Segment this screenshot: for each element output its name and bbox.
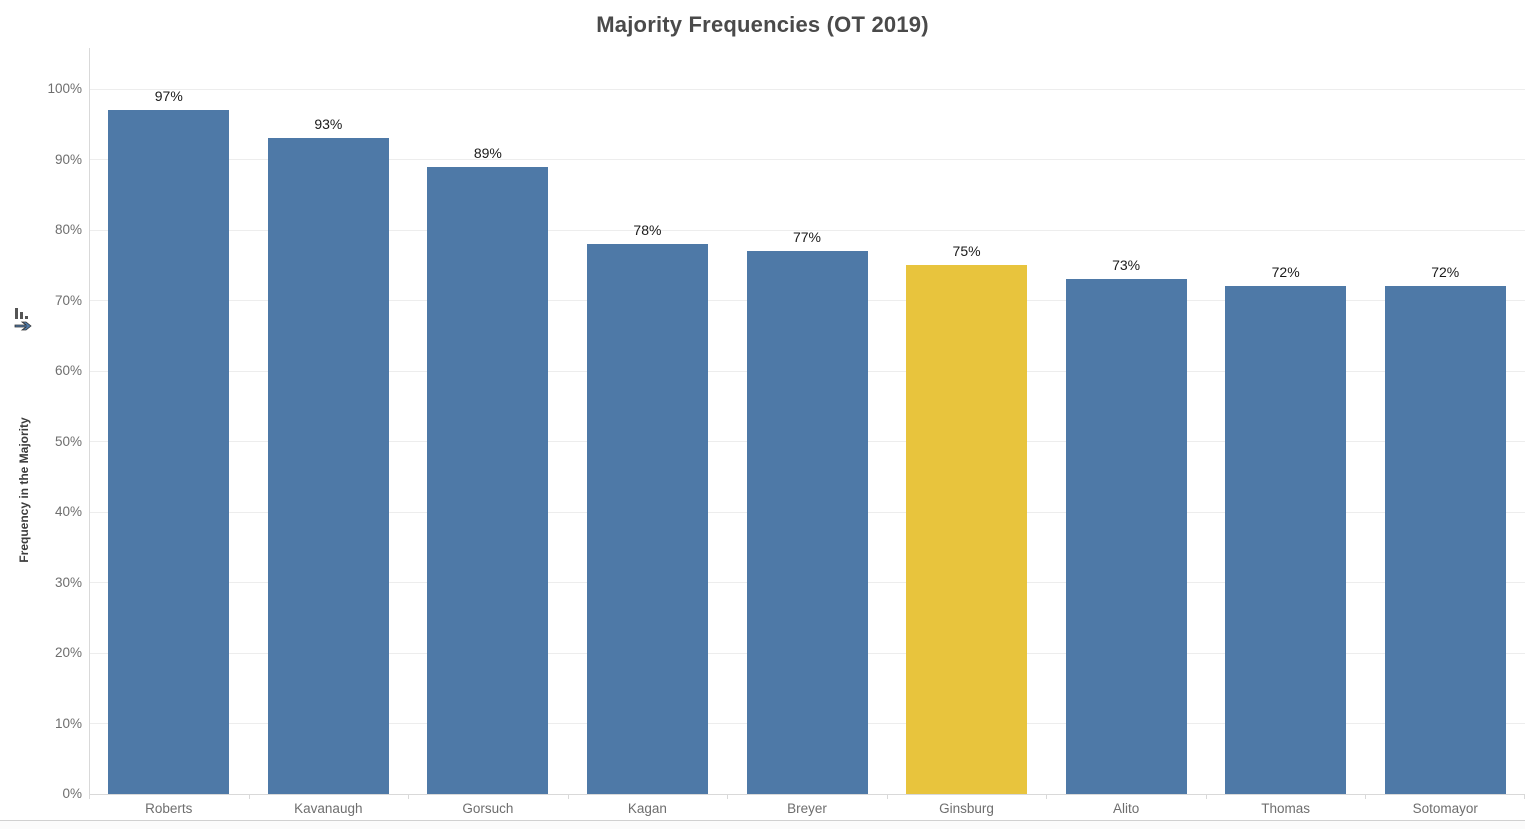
y-tick-label: 80%	[54, 222, 82, 237]
x-tick-label-sotomayor: Sotomayor	[1412, 801, 1478, 816]
y-tick-label: 50%	[54, 433, 82, 449]
x-axis-tick	[1365, 794, 1367, 799]
y-tick-label: 70%	[54, 292, 82, 308]
bottom-divider	[0, 820, 1525, 829]
y-tick-label: 30%	[54, 574, 82, 590]
y-tick-label: 60%	[54, 363, 82, 378]
gridline	[89, 159, 1525, 160]
x-axis-tick	[248, 794, 250, 799]
x-tick-label-roberts: Roberts	[145, 801, 193, 816]
bar-value-label: 89%	[473, 144, 502, 161]
x-tick-label-ginsburg: Ginsburg	[939, 801, 994, 816]
x-tick-label-kavanaugh: Kavanaugh	[294, 801, 363, 816]
x-axis-tick	[727, 794, 729, 799]
gridline	[89, 88, 1525, 90]
sort-descending-icon[interactable]	[13, 306, 33, 332]
chart-title: Majority Frequencies (OT 2019)	[596, 12, 929, 37]
bar-value-label: 72%	[1271, 264, 1300, 281]
x-axis-line	[89, 794, 1525, 795]
bar-value-label: 97%	[154, 88, 183, 105]
y-tick-label: 10%	[54, 715, 82, 731]
x-tick-label-thomas: Thomas	[1261, 801, 1311, 816]
x-axis-tick	[89, 794, 90, 799]
x-axis-tick	[1046, 794, 1048, 799]
bar-value-label: 77%	[792, 229, 822, 246]
x-tick-label-gorsuch: Gorsuch	[462, 801, 514, 816]
x-axis-tick	[567, 794, 569, 799]
bar-kagan[interactable]	[586, 244, 708, 794]
bar-value-label: 73%	[1112, 257, 1141, 274]
bar-value-label: 72%	[1431, 264, 1460, 281]
y-tick-label: 40%	[54, 504, 82, 519]
x-axis-tick	[1205, 794, 1207, 799]
bar-thomas[interactable]	[1225, 286, 1347, 794]
x-tick-label-kagan: Kagan	[627, 801, 667, 816]
x-tick-label-breyer: Breyer	[787, 801, 827, 816]
x-axis-tick	[408, 794, 410, 799]
bar-value-label: 75%	[952, 243, 981, 260]
x-tick-label-alito: Alito	[1112, 801, 1140, 816]
bar-breyer[interactable]	[746, 251, 868, 794]
bar-value-label: 78%	[633, 222, 662, 239]
bar-alito[interactable]	[1065, 279, 1187, 794]
y-axis-line	[89, 48, 90, 794]
bar-value-label: 93%	[314, 116, 343, 133]
bar-sotomayor[interactable]	[1384, 286, 1506, 794]
x-axis-tick	[886, 794, 888, 799]
bar-gorsuch[interactable]	[427, 166, 549, 794]
y-tick-label: 100%	[47, 81, 82, 96]
y-tick-label: 0%	[62, 786, 82, 801]
gridline	[89, 229, 1525, 231]
y-tick-label: 90%	[54, 151, 82, 167]
y-tick-label: 20%	[54, 645, 82, 660]
bar-kavanaugh[interactable]	[267, 138, 389, 794]
bar-ginsburg[interactable]	[906, 265, 1028, 794]
bar-roberts[interactable]	[108, 110, 230, 794]
